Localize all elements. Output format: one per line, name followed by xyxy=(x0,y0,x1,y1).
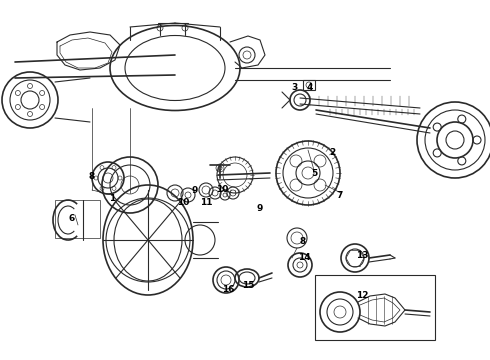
Text: 3: 3 xyxy=(292,82,298,91)
Bar xyxy=(315,275,435,340)
Text: 15: 15 xyxy=(242,282,254,291)
Text: 5: 5 xyxy=(311,168,317,177)
Text: 8: 8 xyxy=(300,237,306,246)
Text: 12: 12 xyxy=(356,291,368,300)
Text: 6: 6 xyxy=(69,213,75,222)
Text: 4: 4 xyxy=(307,82,313,91)
Text: 9: 9 xyxy=(192,185,198,194)
Text: 14: 14 xyxy=(298,253,310,262)
Text: 7: 7 xyxy=(337,190,343,199)
Text: 13: 13 xyxy=(356,252,368,261)
Text: 2: 2 xyxy=(329,148,335,157)
Text: 11: 11 xyxy=(200,198,212,207)
Text: 10: 10 xyxy=(177,198,189,207)
Text: 8: 8 xyxy=(89,171,95,180)
Text: 16: 16 xyxy=(222,285,234,294)
Bar xyxy=(55,200,100,238)
Text: 1: 1 xyxy=(109,194,115,202)
Text: 9: 9 xyxy=(257,203,263,212)
Text: 10: 10 xyxy=(216,185,228,194)
Bar xyxy=(303,80,315,90)
